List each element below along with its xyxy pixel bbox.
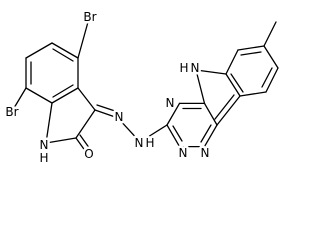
bond — [79, 134, 91, 150]
bond — [214, 94, 235, 120]
bond — [45, 102, 53, 144]
bond — [195, 69, 206, 105]
bonds — [13, 21, 279, 153]
bond — [237, 45, 265, 51]
atom-label: N — [135, 136, 144, 150]
atom-label: Br — [5, 105, 18, 119]
bond — [239, 91, 267, 97]
bond — [203, 124, 218, 148]
bond — [172, 125, 183, 142]
bond — [166, 102, 181, 126]
atom-label: O — [84, 147, 93, 161]
bond — [200, 124, 212, 143]
bond — [52, 48, 74, 62]
bond — [94, 109, 119, 119]
bond — [166, 124, 181, 148]
bond — [195, 69, 227, 75]
molecule-diagram: Br Br N H O N N H N N N H N — [3, 8, 279, 168]
bond — [263, 45, 279, 69]
atom-label: N — [201, 146, 210, 160]
bond — [77, 87, 96, 111]
bond — [203, 102, 218, 126]
bond — [77, 21, 89, 59]
bond — [75, 137, 87, 153]
atom-label: N — [179, 146, 188, 160]
atom-label: N — [191, 61, 200, 75]
bond — [25, 42, 53, 59]
bond — [261, 67, 273, 88]
atom-label: Br — [83, 10, 96, 24]
atom-label: N — [166, 96, 175, 110]
bond — [263, 21, 277, 47]
atom-labels: Br Br N H O N N H N N N H N — [3, 8, 212, 168]
bond — [265, 67, 279, 93]
bond — [96, 104, 119, 113]
bond — [45, 137, 77, 144]
bond — [51, 87, 79, 104]
bond — [52, 84, 74, 98]
atom-label: N — [40, 138, 49, 152]
bond — [225, 73, 241, 97]
bond — [13, 87, 27, 109]
bond — [230, 73, 244, 93]
atom-label: H — [179, 61, 188, 75]
bond — [117, 117, 141, 143]
bond — [25, 87, 53, 104]
bond — [139, 124, 168, 143]
atom-label: H — [39, 151, 48, 165]
bond — [51, 42, 79, 59]
atom-label: N — [115, 110, 124, 124]
bond — [240, 51, 262, 56]
bond — [75, 109, 96, 139]
atom-label: H — [145, 136, 154, 150]
bond — [225, 49, 239, 75]
bond — [216, 95, 241, 126]
